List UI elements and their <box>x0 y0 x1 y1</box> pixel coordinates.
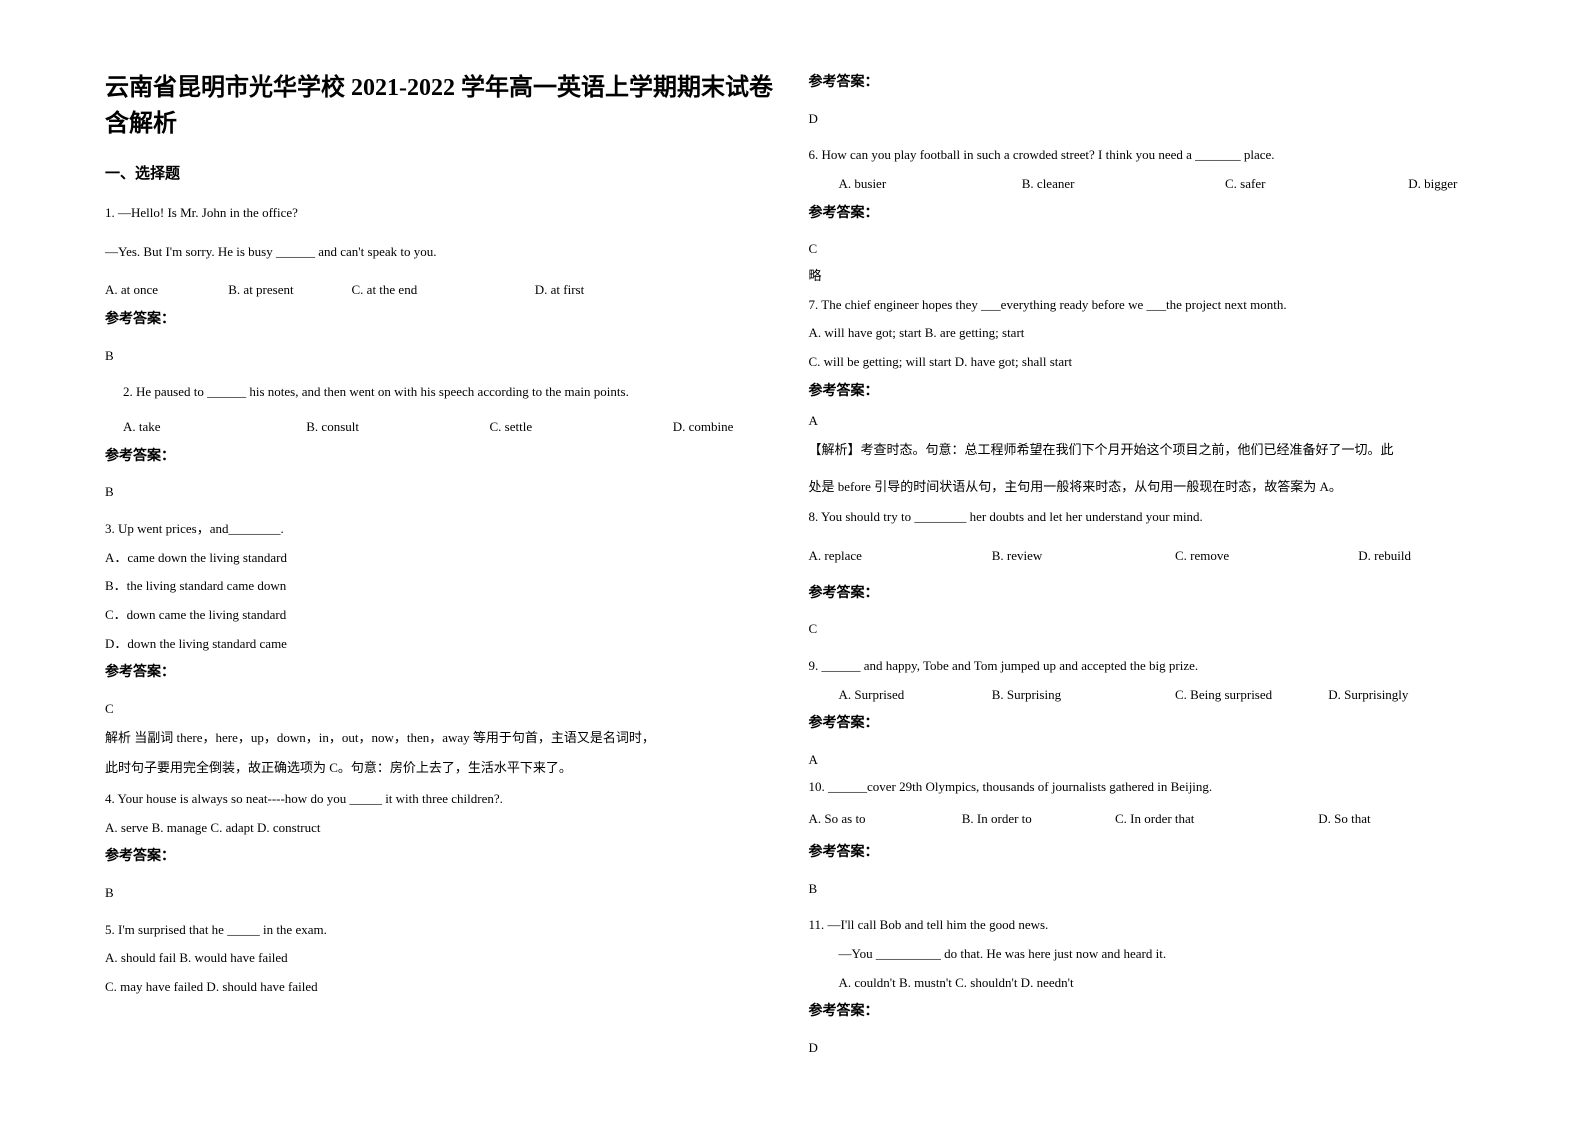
q6-text: 6. How can you play football in such a c… <box>809 143 1483 168</box>
q10-optA: A. So as to <box>809 807 959 832</box>
q7-text: 7. The chief engineer hopes they ___ever… <box>809 293 1483 318</box>
q3-text: 3. Up went prices，and________. <box>105 517 779 542</box>
q3-optA: A．came down the living standard <box>105 546 779 571</box>
left-column: 云南省昆明市光华学校 2021-2022 学年高一英语上学期期末试卷含解析 一、… <box>90 70 794 1052</box>
q5-opts1: A. should fail B. would have failed <box>105 946 779 971</box>
q4-opts: A. serve B. manage C. adapt D. construct <box>105 816 779 841</box>
q6-optC: C. safer <box>1225 172 1405 197</box>
q9-text: 9. ______ and happy, Tobe and Tom jumped… <box>809 654 1483 679</box>
q7-exp1: 【解析】考查时态。句意：总工程师希望在我们下个月开始这个项目之前，他们已经准备好… <box>809 438 1483 463</box>
q8-optC: C. remove <box>1175 544 1355 569</box>
q10-text: 10. ______cover 29th Olympics, thousands… <box>809 775 1483 800</box>
q11-opts: A. couldn't B. mustn't C. shouldn't D. n… <box>809 971 1483 996</box>
q8-optD: D. rebuild <box>1358 544 1411 569</box>
document-title: 云南省昆明市光华学校 2021-2022 学年高一英语上学期期末试卷含解析 <box>105 70 779 142</box>
q1-line2: —Yes. But I'm sorry. He is busy ______ a… <box>105 240 779 265</box>
q3-optC: C．down came the living standard <box>105 603 779 628</box>
q2-optD: D. combine <box>673 415 734 440</box>
q10-options: A. So as to B. In order to C. In order t… <box>809 807 1483 832</box>
q11-answer-label: 参考答案： <box>809 999 1483 1026</box>
q7-answer-label: 参考答案： <box>809 379 1483 406</box>
q2-optB: B. consult <box>306 415 486 440</box>
q10-optC: C. In order that <box>1115 807 1315 832</box>
q9-answer: A <box>809 748 1483 773</box>
q10-answer-label: 参考答案： <box>809 840 1483 867</box>
q6-options: A. busier B. cleaner C. safer D. bigger <box>809 172 1483 197</box>
q9-optB: B. Surprising <box>992 683 1172 708</box>
q7-answer: A <box>809 409 1483 434</box>
q2-options: A. take B. consult C. settle D. combine <box>105 415 779 440</box>
q3-answer: C <box>105 697 779 722</box>
q2-answer: B <box>105 480 779 505</box>
q7-opts1: A. will have got; start B. are getting; … <box>809 321 1483 346</box>
q7-opts2: C. will be getting; will start D. have g… <box>809 350 1483 375</box>
q6-optD: D. bigger <box>1408 172 1457 197</box>
q3-exp1: 解析 当副词 there，here，up，down，in，out，now，the… <box>105 726 779 751</box>
q1-answer: B <box>105 344 779 369</box>
q9-optD: D. Surprisingly <box>1328 683 1408 708</box>
q8-answer-label: 参考答案： <box>809 581 1483 608</box>
q3-optB: B．the living standard came down <box>105 574 779 599</box>
q11-line1: 11. —I'll call Bob and tell him the good… <box>809 913 1483 938</box>
q7-exp2: 处是 before 引导的时间状语从句，主句用一般将来时态，从句用一般现在时态，… <box>809 475 1483 500</box>
q9-optA: A. Surprised <box>839 683 989 708</box>
q10-optD: D. So that <box>1318 807 1370 832</box>
q6-answer-label: 参考答案： <box>809 201 1483 228</box>
q6-answer: C <box>809 237 1483 262</box>
q4-answer: B <box>105 881 779 906</box>
q2-optC: C. settle <box>490 415 670 440</box>
q6-optB: B. cleaner <box>1022 172 1222 197</box>
q9-optC: C. Being surprised <box>1175 683 1325 708</box>
q3-exp2: 此时句子要用完全倒装，故正确选项为 C。句意：房价上去了，生活水平下来了。 <box>105 756 779 781</box>
q11-answer: D <box>809 1036 1483 1061</box>
q3-optD: D．down the living standard came <box>105 632 779 657</box>
q9-options: A. Surprised B. Surprising C. Being surp… <box>809 683 1483 708</box>
q5-answer-label: 参考答案： <box>809 70 1483 97</box>
q8-options: A. replace B. review C. remove D. rebuil… <box>809 544 1483 569</box>
q1-answer-label: 参考答案： <box>105 307 779 334</box>
q6-optA: A. busier <box>839 172 1019 197</box>
q8-optA: A. replace <box>809 544 989 569</box>
q4-answer-label: 参考答案： <box>105 844 779 871</box>
q5-answer: D <box>809 107 1483 132</box>
q1-optB: B. at present <box>228 278 348 303</box>
q1-optA: A. at once <box>105 278 225 303</box>
q8-answer: C <box>809 617 1483 642</box>
q2-answer-label: 参考答案： <box>105 444 779 471</box>
q8-optB: B. review <box>992 544 1172 569</box>
section-header: 一、选择题 <box>105 162 779 183</box>
q9-answer-label: 参考答案： <box>809 711 1483 738</box>
q1-optD: D. at first <box>535 278 584 303</box>
q5-text: 5. I'm surprised that he _____ in the ex… <box>105 918 779 943</box>
q5-opts2: C. may have failed D. should have failed <box>105 975 779 1000</box>
q1-optC: C. at the end <box>352 278 532 303</box>
q3-answer-label: 参考答案： <box>105 660 779 687</box>
q2-text: 2. He paused to ______ his notes, and th… <box>105 380 779 405</box>
right-column: 参考答案： D 6. How can you play football in … <box>794 70 1498 1052</box>
q1-line1: 1. —Hello! Is Mr. John in the office? <box>105 201 779 226</box>
q11-line2: —You __________ do that. He was here jus… <box>809 942 1483 967</box>
q2-optA: A. take <box>123 415 303 440</box>
q4-text: 4. Your house is always so neat----how d… <box>105 787 779 812</box>
q10-optB: B. In order to <box>962 807 1112 832</box>
q6-note: 略 <box>809 264 1483 289</box>
q8-text: 8. You should try to ________ her doubts… <box>809 505 1483 530</box>
q1-options: A. at once B. at present C. at the end D… <box>105 278 779 303</box>
q10-answer: B <box>809 877 1483 902</box>
